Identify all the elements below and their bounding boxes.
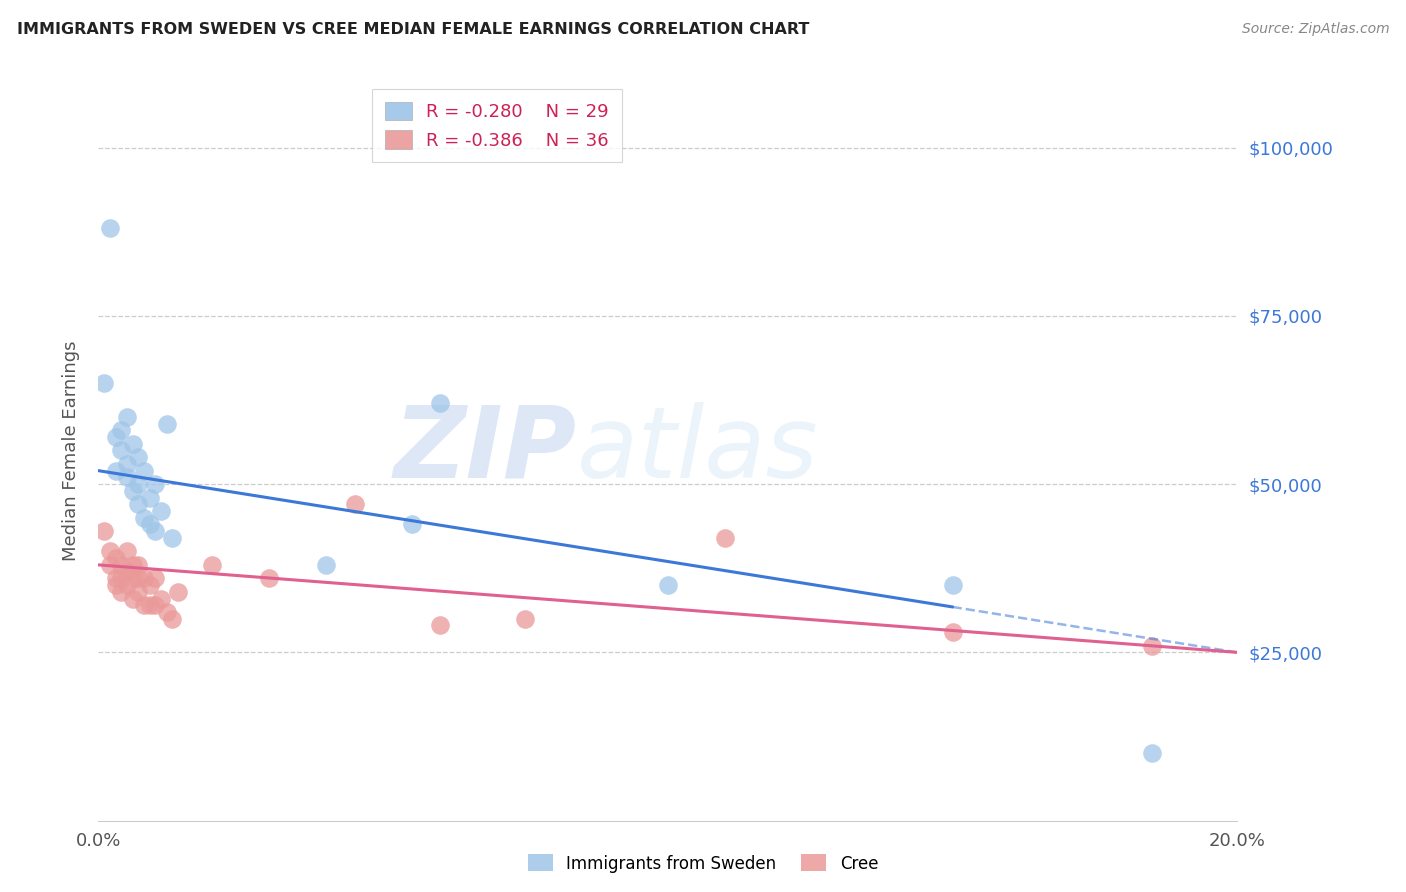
Point — [429, 618, 451, 632]
Point — [127, 571, 149, 585]
Point — [201, 558, 224, 572]
Point — [110, 443, 132, 458]
Point — [657, 578, 679, 592]
Point — [162, 612, 184, 626]
Point — [150, 504, 173, 518]
Point — [115, 409, 138, 424]
Point — [93, 376, 115, 391]
Point — [156, 417, 179, 431]
Point — [110, 423, 132, 437]
Point — [127, 450, 149, 465]
Y-axis label: Median Female Earnings: Median Female Earnings — [62, 340, 80, 561]
Point — [132, 571, 155, 585]
Text: Source: ZipAtlas.com: Source: ZipAtlas.com — [1241, 22, 1389, 37]
Point — [121, 558, 143, 572]
Point — [167, 584, 190, 599]
Point — [150, 591, 173, 606]
Text: ZIP: ZIP — [394, 402, 576, 499]
Point — [115, 578, 138, 592]
Text: atlas: atlas — [576, 402, 818, 499]
Point — [121, 483, 143, 498]
Point — [138, 491, 160, 505]
Point — [104, 571, 127, 585]
Text: IMMIGRANTS FROM SWEDEN VS CREE MEDIAN FEMALE EARNINGS CORRELATION CHART: IMMIGRANTS FROM SWEDEN VS CREE MEDIAN FE… — [17, 22, 810, 37]
Point — [121, 571, 143, 585]
Point — [138, 578, 160, 592]
Point — [127, 558, 149, 572]
Point — [429, 396, 451, 410]
Point — [115, 544, 138, 558]
Point — [121, 436, 143, 450]
Point — [132, 599, 155, 613]
Point — [98, 558, 121, 572]
Point — [401, 517, 423, 532]
Point — [115, 470, 138, 484]
Point — [127, 584, 149, 599]
Point — [104, 430, 127, 444]
Point — [1140, 639, 1163, 653]
Point — [98, 221, 121, 235]
Point — [121, 591, 143, 606]
Point — [138, 599, 160, 613]
Point — [127, 477, 149, 491]
Point — [1140, 747, 1163, 761]
Point — [315, 558, 337, 572]
Point — [138, 517, 160, 532]
Point — [110, 571, 132, 585]
Point — [942, 578, 965, 592]
Point — [110, 558, 132, 572]
Point — [127, 497, 149, 511]
Point — [156, 605, 179, 619]
Point — [93, 524, 115, 539]
Point — [132, 510, 155, 524]
Point — [515, 612, 537, 626]
Point — [104, 551, 127, 566]
Point — [714, 531, 737, 545]
Point — [115, 565, 138, 579]
Point — [110, 584, 132, 599]
Point — [145, 524, 167, 539]
Point — [343, 497, 366, 511]
Point — [942, 625, 965, 640]
Legend: R = -0.280    N = 29, R = -0.386    N = 36: R = -0.280 N = 29, R = -0.386 N = 36 — [373, 89, 621, 162]
Legend: Immigrants from Sweden, Cree: Immigrants from Sweden, Cree — [522, 847, 884, 880]
Point — [259, 571, 281, 585]
Point — [145, 599, 167, 613]
Point — [104, 464, 127, 478]
Point — [104, 578, 127, 592]
Point — [145, 477, 167, 491]
Point — [145, 571, 167, 585]
Point — [132, 464, 155, 478]
Point — [162, 531, 184, 545]
Point — [98, 544, 121, 558]
Point — [115, 457, 138, 471]
